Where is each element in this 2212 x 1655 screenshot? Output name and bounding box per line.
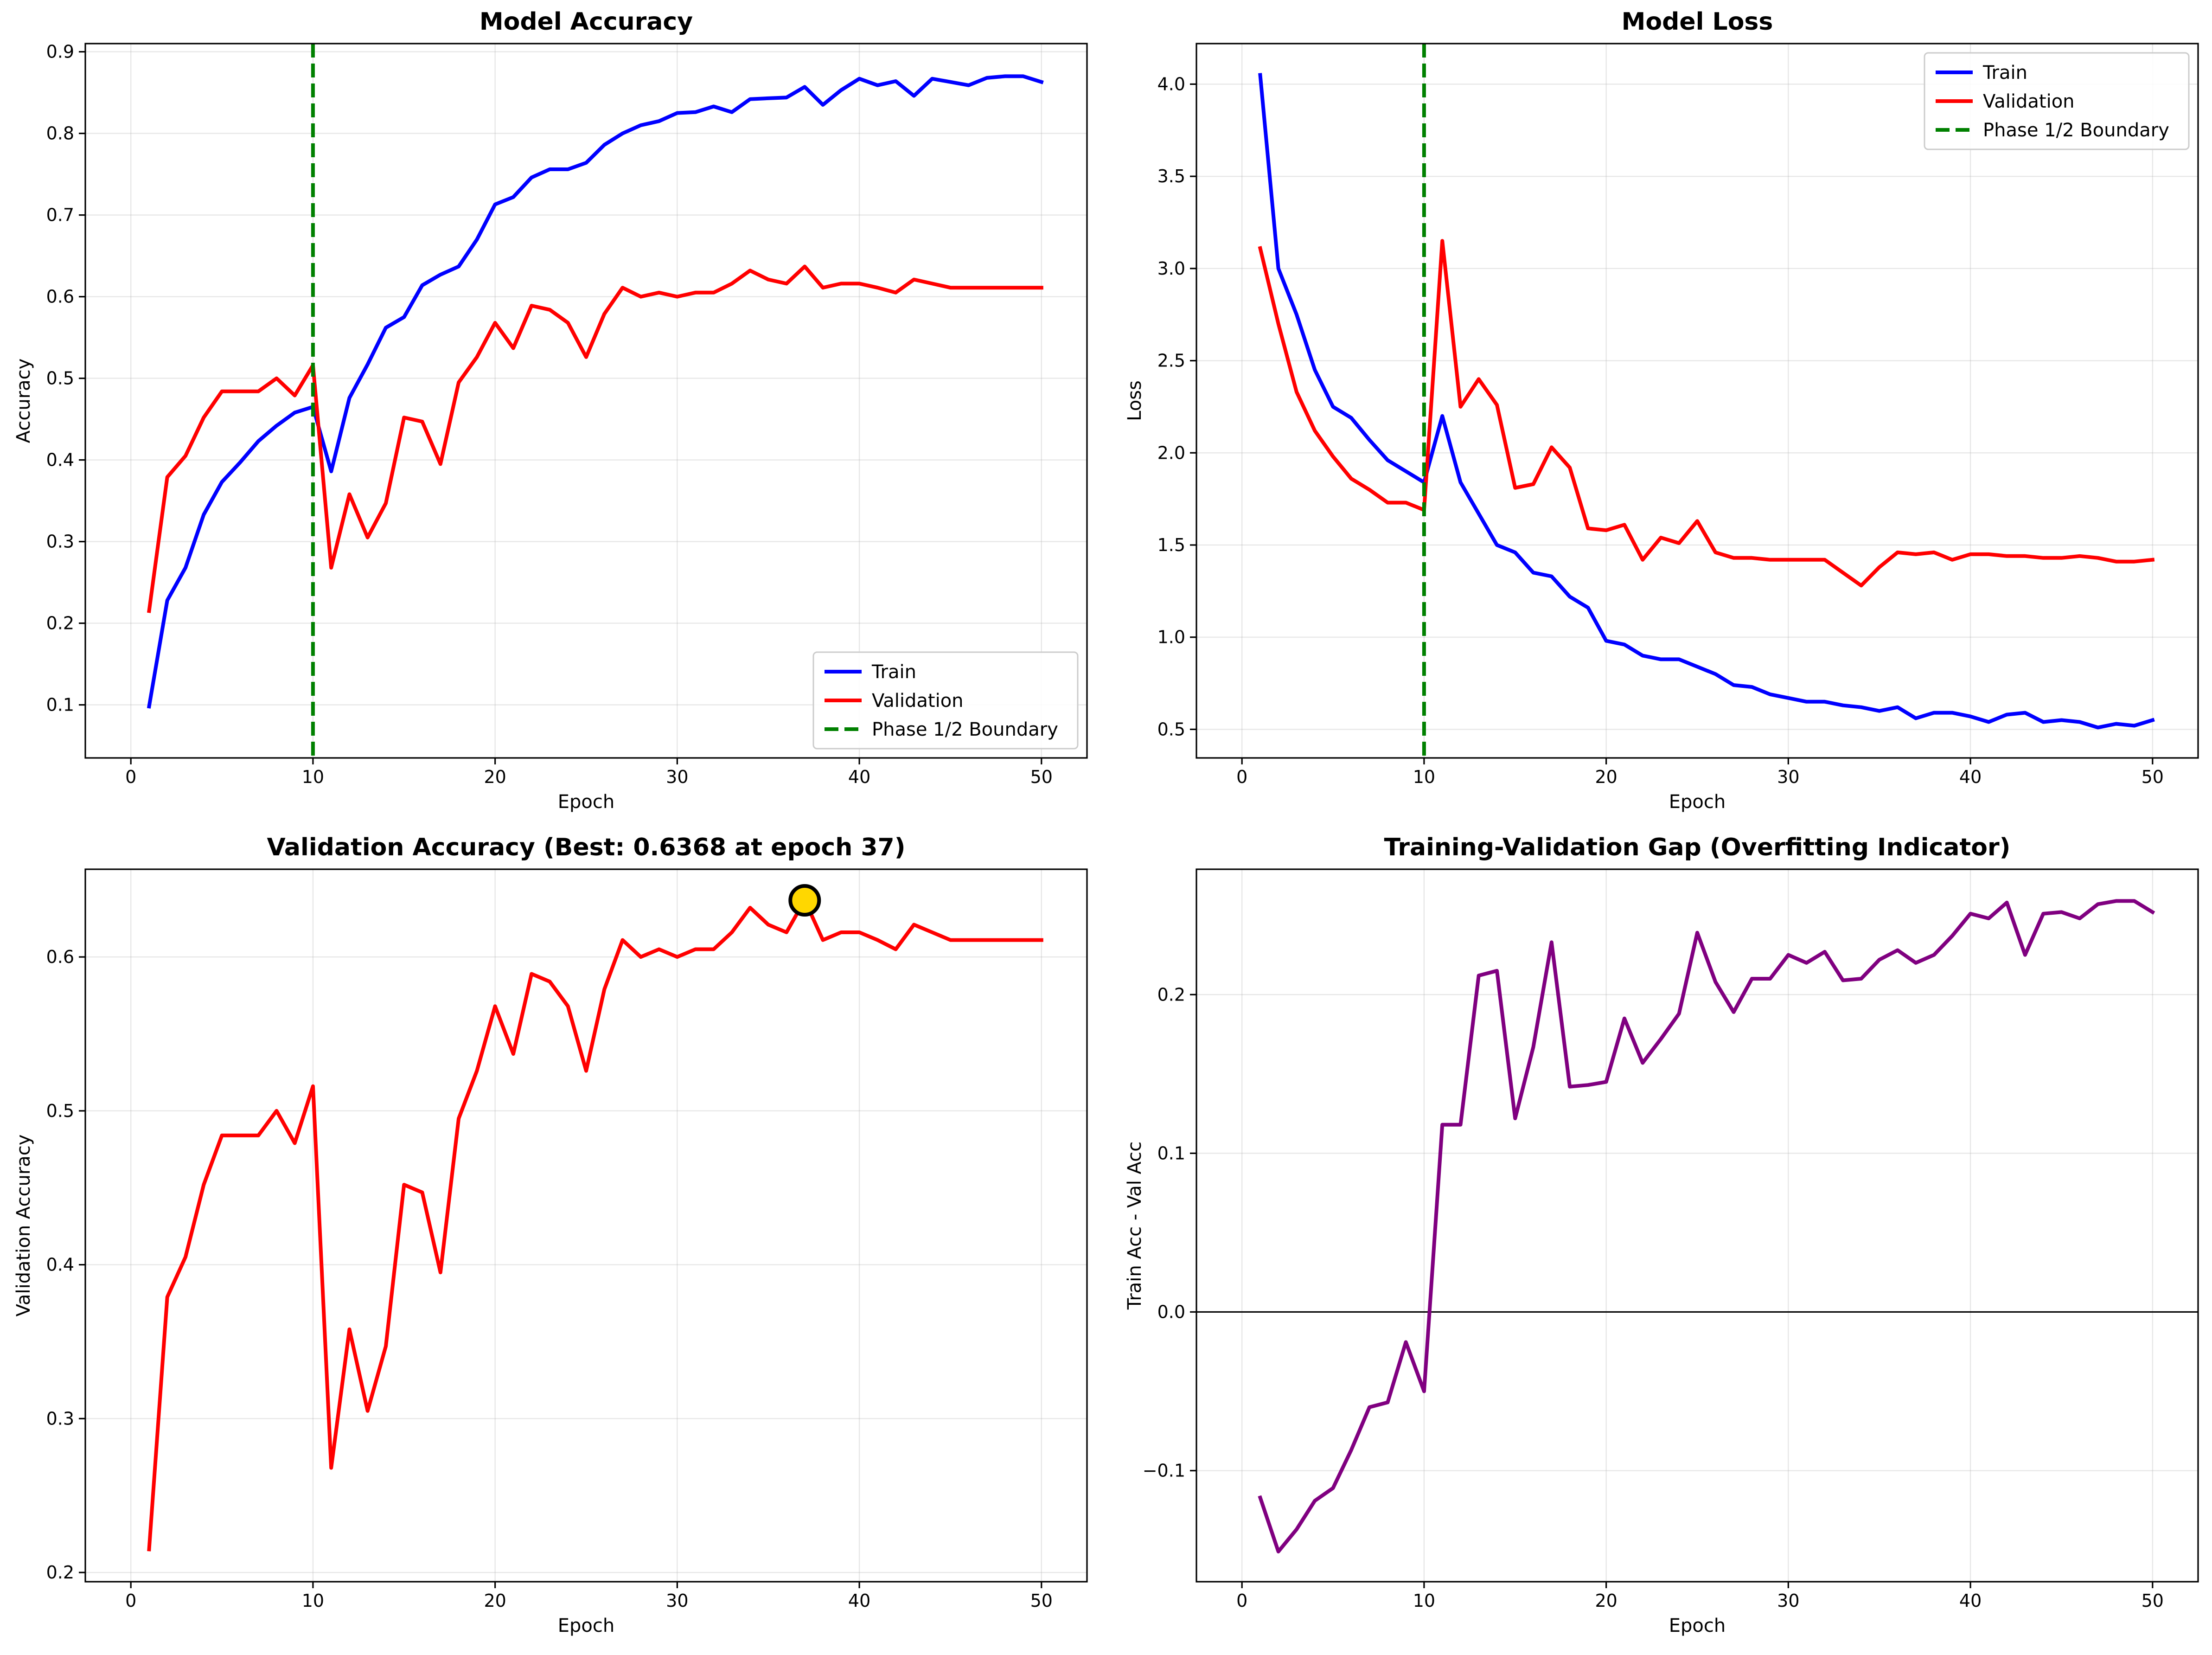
panel-model-loss: 0 10 20 30 40 50 0.5 1.0 1.5 2.0 2.5 3.0 3.5 4.0 Model… <box>1124 8 2199 813</box>
plot-area <box>147 898 1043 1552</box>
y-tick-label: 0.4 <box>46 450 74 470</box>
x-tick-label: 50 <box>2142 1591 2164 1611</box>
y-tick-label: 0.0 <box>1157 1302 1185 1322</box>
legend-label: Phase 1/2 Boundary <box>872 719 1058 740</box>
x-tick-label: 50 <box>1030 1591 1053 1611</box>
y-axis-label: Validation Accuracy <box>13 1135 34 1317</box>
x-tick-label: 0 <box>1236 767 1247 787</box>
legend-label: Train <box>871 661 916 683</box>
y-tick-label: 2.0 <box>1157 443 1185 463</box>
legend: Train Validation Phase 1/2 Boundary <box>1924 52 2190 150</box>
x-tick-label: 10 <box>302 767 324 787</box>
plot-area <box>1196 899 2198 1553</box>
x-tick-label: 20 <box>1595 767 1617 787</box>
chart-title: Model Loss <box>1622 8 1773 36</box>
x-tick-label: 40 <box>1959 767 1982 787</box>
series-line-validation <box>147 264 1043 613</box>
x-tick-label: 10 <box>1413 1591 1435 1611</box>
x-axis-label: Epoch <box>1669 791 1726 813</box>
x-tick-label: 20 <box>484 767 506 787</box>
y-tick-label: 1.0 <box>1157 627 1185 648</box>
panel-validation-accuracy: 0 10 20 30 40 50 0.2 0.3 0.4 0.5 0.6 Validation Acc… <box>13 834 1088 1636</box>
legend-box <box>812 651 1079 750</box>
y-tick-label: 0.1 <box>1157 1143 1185 1163</box>
x-tick-label: 30 <box>666 767 688 787</box>
x-tick-label: 40 <box>1959 1591 1982 1611</box>
legend-label: Validation <box>1983 91 2075 112</box>
y-tick-label: 0.2 <box>46 613 74 634</box>
x-tick-label: 0 <box>125 1591 136 1611</box>
legend-label: Train <box>1982 62 2027 83</box>
y-tick-label: 0.6 <box>46 287 74 307</box>
legend-label: Phase 1/2 Boundary <box>1983 120 2169 141</box>
y-tick-label: 0.1 <box>46 695 74 715</box>
legend: Train Validation Phase 1/2 Boundary <box>812 651 1079 750</box>
x-tick-label: 40 <box>848 767 870 787</box>
chart-title: Training-Validation Gap (Overfitting Ind… <box>1384 834 2011 861</box>
series-line-gap <box>1258 899 2155 1553</box>
axes-frame <box>84 868 1088 1583</box>
x-axis-label: Epoch <box>558 1615 614 1636</box>
x-tick-label: 20 <box>1595 1591 1617 1611</box>
legend-box <box>1924 52 2190 150</box>
y-tick-label: 0.3 <box>46 532 74 552</box>
x-tick-label: 20 <box>484 1591 506 1611</box>
x-tick-label: 30 <box>666 1591 688 1611</box>
series-line-validation <box>1258 239 2155 588</box>
x-tick-label: 30 <box>1777 1591 1799 1611</box>
axes-frame <box>84 43 1088 759</box>
y-tick-label: 0.7 <box>46 205 74 225</box>
x-tick-label: 10 <box>302 1591 324 1611</box>
y-tick-label: 0.8 <box>46 123 74 144</box>
x-tick-label: 0 <box>1236 1591 1247 1611</box>
y-axis-label: Train Acc - Val Acc <box>1124 1142 1145 1310</box>
y-tick-label: 3.5 <box>1157 166 1185 186</box>
y-tick-label: 1.5 <box>1157 535 1185 555</box>
y-tick-label: 0.9 <box>46 42 74 62</box>
y-tick-label: 2.5 <box>1157 351 1185 371</box>
plot-area <box>1258 44 2155 758</box>
y-tick-label: 0.6 <box>46 947 74 967</box>
x-axis-label: Epoch <box>1669 1615 1726 1636</box>
axes-frame <box>1196 43 2199 759</box>
y-tick-label: 0.5 <box>46 368 74 389</box>
y-axis-label: Accuracy <box>13 359 34 443</box>
panel-model-accuracy: 0 10 20 30 40 50 0.1 0.2 0.3 0.4 0.5 0.6 0.7 0.8 0.9 Mo… <box>13 8 1088 813</box>
x-tick-label: 50 <box>2142 767 2164 787</box>
y-tick-label: 0.2 <box>1157 984 1185 1005</box>
y-tick-label: 3.0 <box>1157 258 1185 279</box>
plot-area <box>147 44 1044 758</box>
x-tick-label: 30 <box>1777 767 1799 787</box>
panel-train-val-gap: 0 10 20 30 40 50 −0.1 0.0 0.1 0.2 Training-Validat… <box>1124 834 2199 1636</box>
chart-title: Model Accuracy <box>479 8 693 36</box>
y-tick-label: 0.5 <box>46 1101 74 1121</box>
x-tick-label: 10 <box>1413 767 1435 787</box>
y-tick-label: 0.3 <box>46 1408 74 1429</box>
y-tick-label: 4.0 <box>1157 74 1185 94</box>
x-tick-label: 50 <box>1030 767 1053 787</box>
x-tick-label: 0 <box>125 767 136 787</box>
x-axis-label: Epoch <box>558 791 614 813</box>
series-line-validation <box>147 898 1043 1552</box>
y-tick-label: 0.4 <box>46 1255 74 1275</box>
legend-label: Validation <box>872 690 964 712</box>
y-tick-label: −0.1 <box>1143 1461 1185 1481</box>
series-line-train <box>147 74 1044 709</box>
x-tick-label: 40 <box>848 1591 870 1611</box>
axes-frame <box>1196 868 2199 1583</box>
y-tick-label: 0.5 <box>1157 719 1185 739</box>
chart-title: Validation Accuracy (Best: 0.6368 at epo… <box>267 834 906 861</box>
series-line-train <box>1258 73 2155 730</box>
y-tick-label: 0.2 <box>46 1562 74 1583</box>
best-epoch-marker <box>788 884 821 917</box>
y-axis-label: Loss <box>1124 380 1145 421</box>
